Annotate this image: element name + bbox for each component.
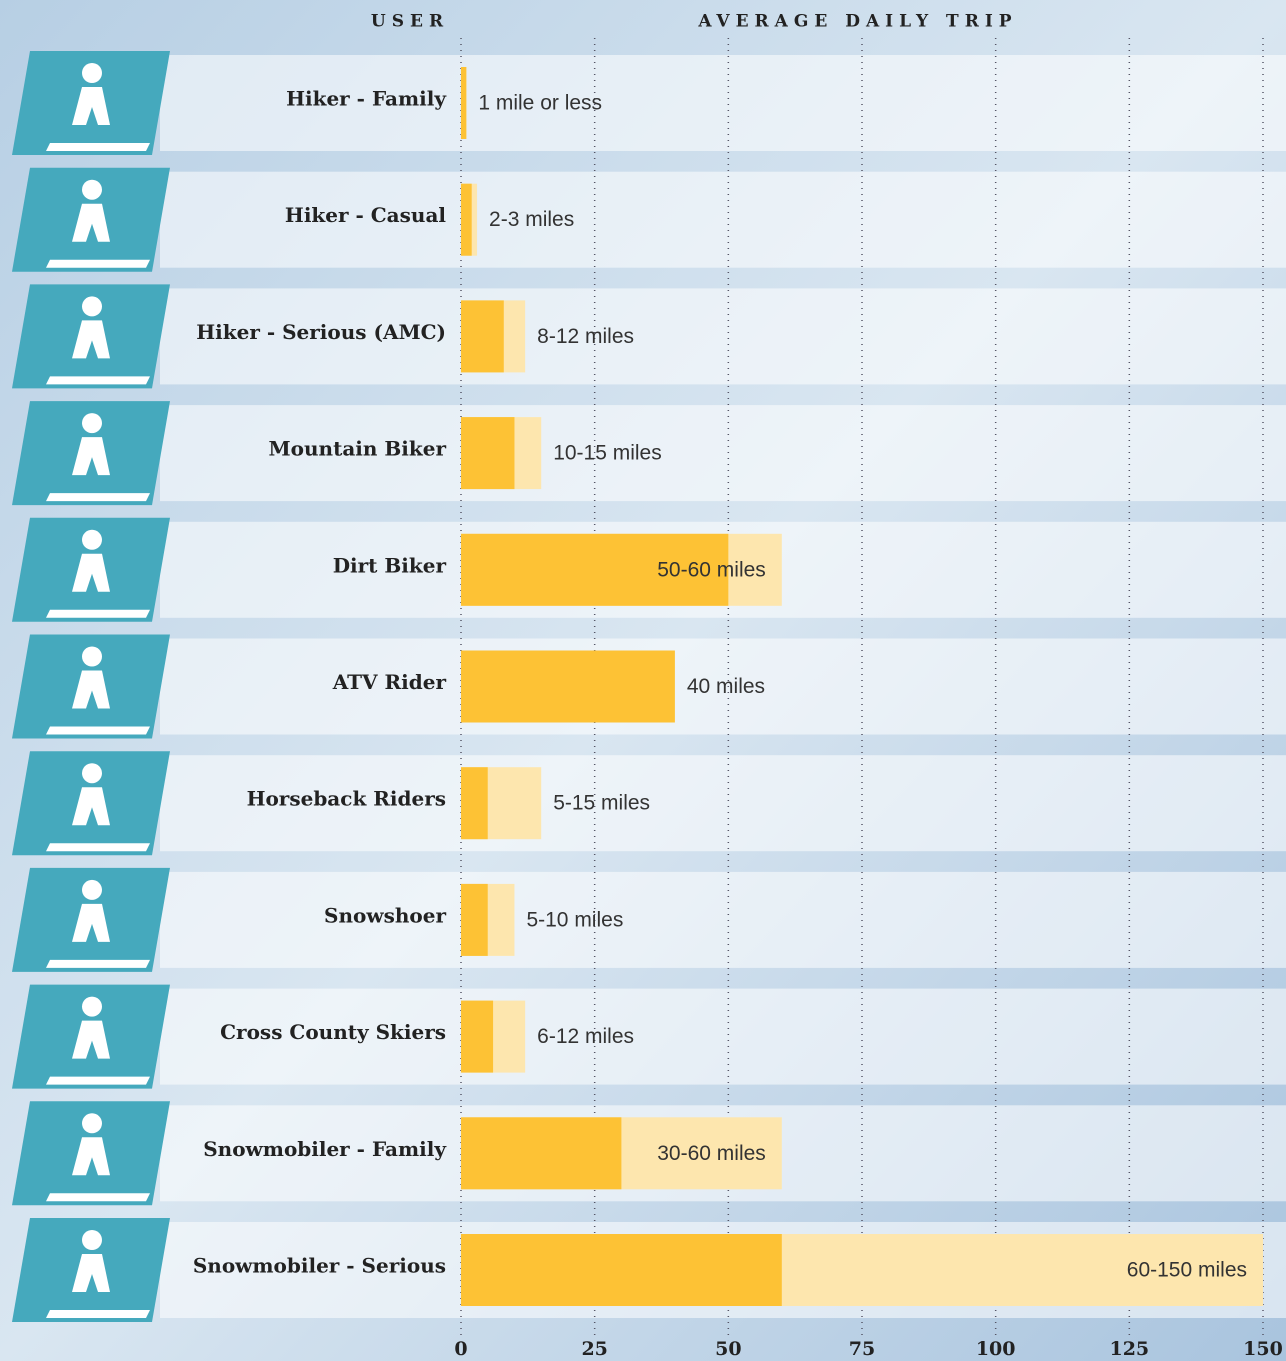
icon-ground — [46, 1193, 150, 1201]
category-label: Snowmobiler - Family — [203, 1137, 447, 1161]
icon-head — [82, 1230, 102, 1250]
category-label: Hiker - Serious (AMC) — [196, 320, 446, 344]
category-label: ATV Rider — [332, 670, 447, 694]
category-label: Hiker - Family — [286, 87, 447, 111]
value-label: 5-10 miles — [526, 908, 623, 931]
icon-head — [82, 997, 102, 1017]
chart: USER AVERAGE DAILY TRIP 0 25 50 75 100 125 150… — [0, 0, 1286, 1361]
bar-low — [461, 884, 488, 956]
value-label: 5-15 miles — [553, 792, 650, 815]
x-tick-label: 50 — [715, 1338, 741, 1360]
category-label: Snowmobiler - Serious — [193, 1254, 446, 1278]
bar-low — [461, 1117, 621, 1189]
icon-head — [82, 763, 102, 783]
icon-ground — [46, 960, 150, 968]
icon-head — [82, 1113, 102, 1133]
x-tick-label: 25 — [581, 1338, 607, 1360]
category-label: Cross County Skiers — [220, 1020, 446, 1044]
category-label: Horseback Riders — [247, 787, 446, 811]
category-label: Dirt Biker — [333, 553, 447, 577]
x-tick-label: 125 — [1109, 1338, 1149, 1360]
bar-low — [461, 767, 488, 839]
category-label: Snowshoer — [324, 903, 446, 927]
icon-ground — [46, 143, 150, 151]
icon-head — [82, 63, 102, 83]
icon-ground — [46, 376, 150, 384]
icon-ground — [46, 727, 150, 735]
value-label: 1 mile or less — [478, 92, 602, 115]
value-label: 10-15 miles — [553, 442, 662, 465]
icon-head — [82, 880, 102, 900]
icon-ground — [46, 260, 150, 268]
value-label: 2-3 miles — [489, 208, 574, 231]
bar-low — [461, 1234, 782, 1306]
x-tick-label: 0 — [454, 1338, 467, 1360]
bar-low — [461, 300, 504, 372]
icon-head — [82, 296, 102, 316]
value-label: 50-60 miles — [657, 558, 766, 581]
icon-ground — [46, 610, 150, 618]
bar-low — [461, 417, 514, 489]
value-label: 8-12 miles — [537, 325, 634, 348]
x-tick-label: 100 — [976, 1338, 1016, 1360]
icon-head — [82, 530, 102, 550]
value-label: 6-12 miles — [537, 1025, 634, 1048]
icon-head — [82, 180, 102, 200]
icon-ground — [46, 493, 150, 501]
value-label: 40 miles — [687, 675, 765, 698]
bar-low — [461, 67, 466, 139]
header-user: USER — [371, 12, 449, 32]
bar-low — [461, 1001, 493, 1073]
bar-low — [461, 651, 675, 723]
icon-ground — [46, 843, 150, 851]
icon-head — [82, 647, 102, 667]
value-label: 30-60 miles — [657, 1142, 766, 1165]
icon-ground — [46, 1077, 150, 1085]
icon-head — [82, 413, 102, 433]
header-trip: AVERAGE DAILY TRIP — [697, 12, 1017, 32]
icon-ground — [46, 1310, 150, 1318]
bar-low — [461, 184, 472, 256]
x-tick-label: 75 — [849, 1338, 875, 1360]
x-tick-label: 150 — [1243, 1338, 1283, 1360]
category-label: Mountain Biker — [269, 437, 447, 461]
value-label: 60-150 miles — [1127, 1259, 1247, 1282]
category-label: Hiker - Casual — [285, 203, 446, 227]
